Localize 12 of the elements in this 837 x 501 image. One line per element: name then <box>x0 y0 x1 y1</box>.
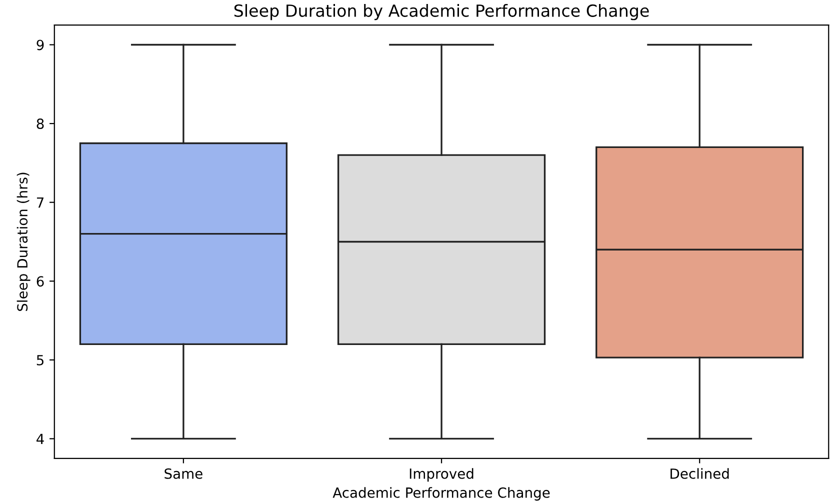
y-tick-label: 9 <box>36 40 44 50</box>
x-axis-title: Academic Performance Change <box>332 487 550 501</box>
y-tick-label: 4 <box>36 434 44 444</box>
x-tick-label: Declined <box>670 468 729 479</box>
x-tick-label: Improved <box>410 468 474 482</box>
x-tick-label: Same <box>164 468 202 479</box>
y-tick-label: 7 <box>36 197 44 208</box>
y-tick-label: 8 <box>36 118 44 130</box>
chart-title: Sleep Duration by Academic Performance Change <box>234 4 649 20</box>
y-tick-label: 5 <box>36 355 44 366</box>
y-tick-label: 6 <box>36 276 44 287</box>
y-axis-title: Sleep Duration (hrs) <box>16 172 30 311</box>
